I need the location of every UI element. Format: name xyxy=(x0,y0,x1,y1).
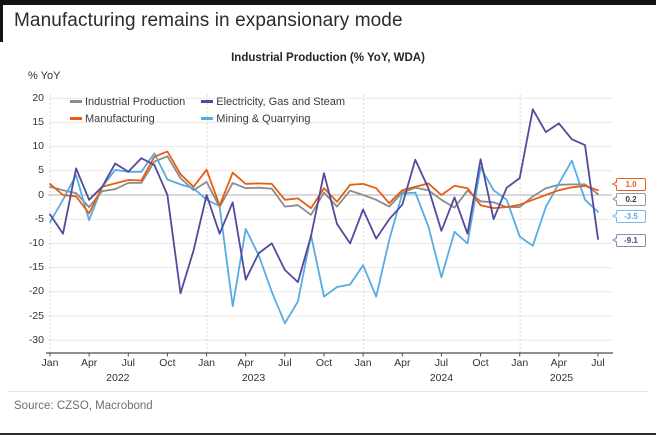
x-tick-label: Apr xyxy=(237,357,254,369)
x-tick-label: Oct xyxy=(472,357,489,369)
series-line-electricity-gas-and-steam xyxy=(49,108,599,295)
x-tick-label: Apr xyxy=(80,357,98,369)
end-label-industrial-production: 0.2 xyxy=(612,192,646,206)
x-tick-label: Jul xyxy=(278,357,292,369)
y-tick-label: -25 xyxy=(28,309,44,322)
line-chart-plot-area xyxy=(46,95,613,357)
y-tick-label: 20 xyxy=(32,91,44,104)
y-tick-label: 15 xyxy=(32,115,44,128)
chart-legend: Industrial Production Manufacturing Electr… xyxy=(70,93,345,127)
legend-dash-icon xyxy=(201,117,214,120)
x-tick-label: Jul xyxy=(591,357,605,369)
end-label-manufacturing: 1.0 xyxy=(612,177,646,191)
x-tick-label: Jul xyxy=(434,357,449,369)
window-bottom-edge xyxy=(0,433,656,435)
legend-label: Electricity, Gas and Steam xyxy=(216,95,346,108)
legend-label: Manufacturing xyxy=(85,112,155,125)
page-title: Manufacturing remains in expansionary mo… xyxy=(14,10,403,31)
x-tick-label: Jan xyxy=(41,357,59,369)
x-tick-label: Jul xyxy=(121,357,135,369)
y-tick-label: -15 xyxy=(28,261,44,274)
window-left-edge xyxy=(0,0,3,42)
legend-dash-icon xyxy=(70,117,82,120)
legend-dash-icon xyxy=(70,100,82,103)
x-year-label: 2024 xyxy=(429,372,454,384)
series-line-manufacturing xyxy=(49,150,599,215)
x-tick-label: Apr xyxy=(394,357,411,369)
legend-dash-icon xyxy=(201,100,214,103)
window-top-edge xyxy=(0,0,656,5)
legend-label: Industrial Production xyxy=(85,95,186,108)
y-axis-unit-label: % YoY xyxy=(28,70,61,82)
x-tick-label: Jan xyxy=(511,357,529,369)
y-tick-label: -10 xyxy=(28,236,44,249)
end-label-electricity-gas-and-steam: -9.1 xyxy=(612,233,646,247)
legend-item-industrial-production: Industrial Production xyxy=(70,93,185,110)
x-year-label: 2022 xyxy=(106,372,130,384)
legend-item-electricity-gas-and-steam: Electricity, Gas and Steam xyxy=(201,93,345,110)
x-tick-label: Apr xyxy=(550,357,568,369)
source-note: Source: CZSO, Macrobond xyxy=(14,400,153,412)
x-tick-label: Oct xyxy=(159,357,176,369)
y-tick-label: 0 xyxy=(38,188,44,201)
y-tick-label: -20 xyxy=(28,285,44,298)
x-tick-label: Jan xyxy=(354,357,372,369)
y-tick-label: -30 xyxy=(28,333,44,346)
series-line-mining-quarrying xyxy=(49,152,599,325)
y-tick-label: -5 xyxy=(34,212,44,225)
y-tick-label: 10 xyxy=(32,140,44,153)
end-label-mining-quarrying: -3.5 xyxy=(612,209,646,223)
x-tick-label: Jan xyxy=(198,357,216,369)
x-year-label: 2025 xyxy=(549,372,574,384)
chart-title: Industrial Production (% YoY, WDA) xyxy=(231,52,425,64)
x-year-label: 2023 xyxy=(241,372,266,384)
y-tick-label: 5 xyxy=(38,164,44,177)
legend-item-manufacturing: Manufacturing xyxy=(70,110,185,127)
x-tick-label: Oct xyxy=(315,357,333,369)
legend-label: Mining & Quarrying xyxy=(216,112,311,125)
legend-item-mining-quarrying: Mining & Quarrying xyxy=(201,110,345,127)
footer-divider xyxy=(8,391,648,392)
gridlines xyxy=(48,95,612,353)
